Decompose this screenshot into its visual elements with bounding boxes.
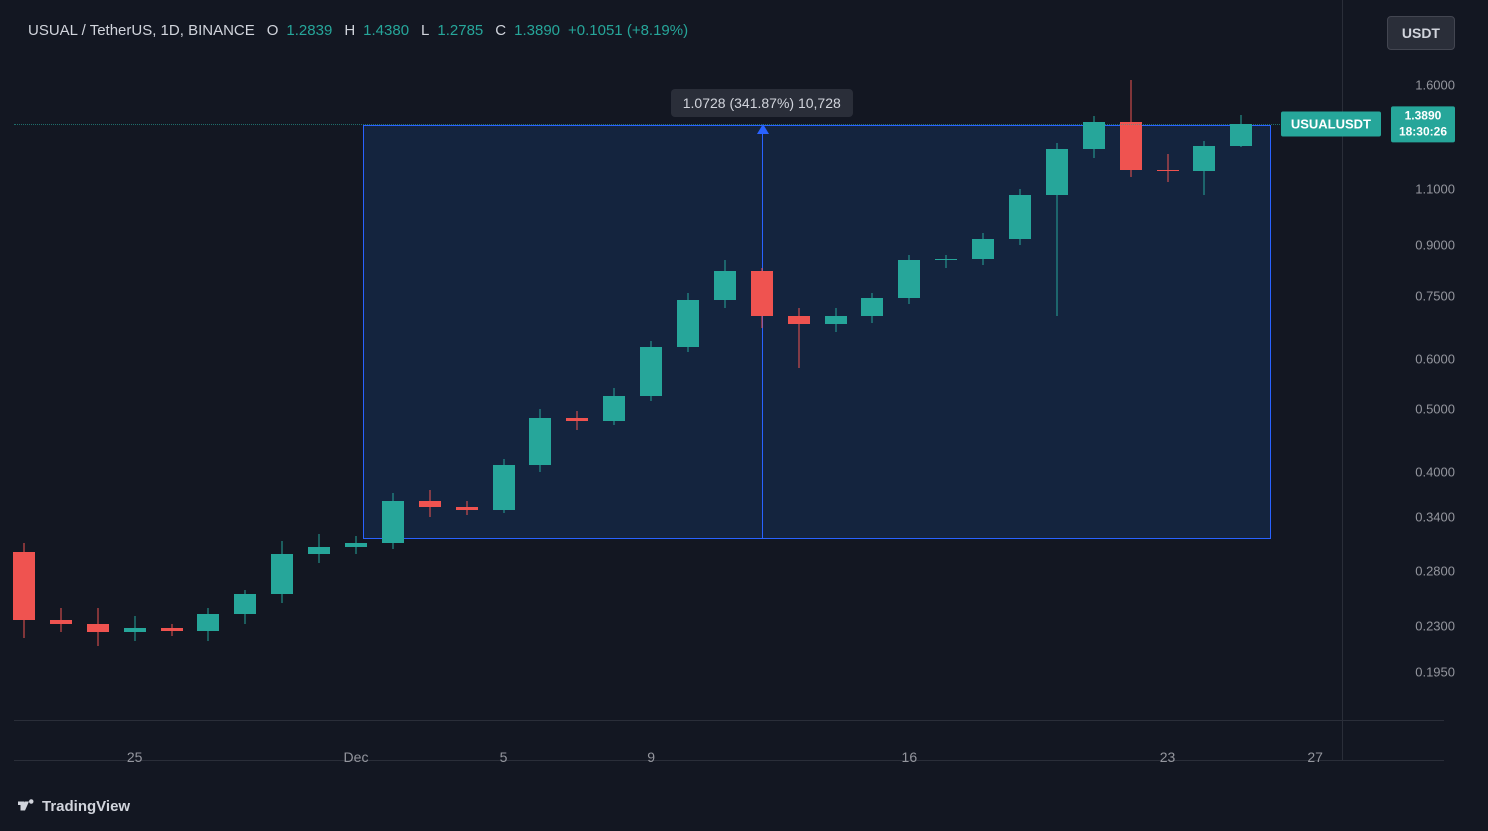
y-axis-tick: 0.9000 xyxy=(1415,238,1455,253)
candlestick[interactable] xyxy=(1193,0,1215,720)
candlestick[interactable] xyxy=(456,0,478,720)
chart-plot-area[interactable]: 1.0728 (341.87%) 10,728 xyxy=(14,0,1342,720)
x-axis-tick: Dec xyxy=(344,749,369,765)
x-axis-tick: 27 xyxy=(1307,749,1323,765)
x-axis-tick: 9 xyxy=(647,749,655,765)
ohlc-o-value: 1.2839 xyxy=(286,22,332,39)
tradingview-watermark[interactable]: TradingView xyxy=(18,797,130,815)
candlestick[interactable] xyxy=(1230,0,1252,720)
candlestick[interactable] xyxy=(788,0,810,720)
candlestick[interactable] xyxy=(566,0,588,720)
current-price-badge[interactable]: 1.389018:30:26 xyxy=(1391,107,1455,142)
candlestick[interactable] xyxy=(677,0,699,720)
candlestick[interactable] xyxy=(825,0,847,720)
candlestick[interactable] xyxy=(50,0,72,720)
y-axis-tick: 0.3400 xyxy=(1415,509,1455,524)
x-axis-tick: 25 xyxy=(127,749,143,765)
candlestick[interactable] xyxy=(1009,0,1031,720)
y-axis-tick: 0.6000 xyxy=(1415,351,1455,366)
candlestick[interactable] xyxy=(197,0,219,720)
ohlc-l-label: L xyxy=(421,22,429,39)
axis-corner-border xyxy=(1342,720,1343,760)
y-axis-tick: 0.4000 xyxy=(1415,464,1455,479)
price-axis-unit-button[interactable]: USDT xyxy=(1387,16,1455,50)
candlestick[interactable] xyxy=(898,0,920,720)
candlestick[interactable] xyxy=(640,0,662,720)
ohlc-h-value: 1.4380 xyxy=(363,22,409,39)
candlestick[interactable] xyxy=(603,0,625,720)
candlestick[interactable] xyxy=(161,0,183,720)
candlestick[interactable] xyxy=(1157,0,1179,720)
candlestick[interactable] xyxy=(972,0,994,720)
y-axis-tick: 1.6000 xyxy=(1415,78,1455,93)
ohlc-h-label: H xyxy=(344,22,355,39)
chart-header: USUAL / TetherUS, 1D, BINANCE O1.2839 H1… xyxy=(28,22,688,39)
candlestick[interactable] xyxy=(1120,0,1142,720)
y-axis-tick: 0.2300 xyxy=(1415,618,1455,633)
candlestick[interactable] xyxy=(382,0,404,720)
candlestick[interactable] xyxy=(271,0,293,720)
y-axis-tick: 1.1000 xyxy=(1415,182,1455,197)
tradingview-logo-icon xyxy=(18,797,36,815)
candlestick[interactable] xyxy=(234,0,256,720)
symbol-badge[interactable]: USUALUSDT xyxy=(1281,112,1381,137)
x-axis-tick: 23 xyxy=(1160,749,1176,765)
candlestick[interactable] xyxy=(493,0,515,720)
x-axis[interactable]: 25 Dec 5 9 16 23 27 xyxy=(14,743,1342,773)
y-axis-tick: 0.2800 xyxy=(1415,564,1455,579)
ohlc-c-label: C xyxy=(495,22,506,39)
x-axis-tick: 5 xyxy=(500,749,508,765)
current-price-line xyxy=(14,124,1342,125)
ohlc-l-value: 1.2785 xyxy=(437,22,483,39)
candlestick[interactable] xyxy=(13,0,35,720)
y-axis-tick: 0.5000 xyxy=(1415,402,1455,417)
x-axis-border xyxy=(14,720,1444,721)
candlestick[interactable] xyxy=(345,0,367,720)
ohlc-change: +0.1051 (+8.19%) xyxy=(568,22,688,39)
candlestick[interactable] xyxy=(308,0,330,720)
candlestick[interactable] xyxy=(87,0,109,720)
ohlc-o-label: O xyxy=(267,22,279,39)
y-axis-tick: 0.7500 xyxy=(1415,289,1455,304)
candlestick[interactable] xyxy=(1083,0,1105,720)
candlestick[interactable] xyxy=(935,0,957,720)
watermark-text: TradingView xyxy=(42,798,130,815)
candlestick[interactable] xyxy=(1046,0,1068,720)
ohlc-c-value: 1.3890 xyxy=(514,22,560,39)
candlestick[interactable] xyxy=(124,0,146,720)
y-axis-tick: 0.1950 xyxy=(1415,665,1455,680)
x-axis-tick: 16 xyxy=(902,749,918,765)
symbol-title[interactable]: USUAL / TetherUS, 1D, BINANCE xyxy=(28,22,255,39)
candlestick[interactable] xyxy=(714,0,736,720)
candlestick[interactable] xyxy=(751,0,773,720)
candlestick[interactable] xyxy=(861,0,883,720)
y-axis-border xyxy=(1342,0,1343,720)
candlestick[interactable] xyxy=(419,0,441,720)
candlestick[interactable] xyxy=(529,0,551,720)
chart-container: USUAL / TetherUS, 1D, BINANCE O1.2839 H1… xyxy=(0,0,1488,831)
